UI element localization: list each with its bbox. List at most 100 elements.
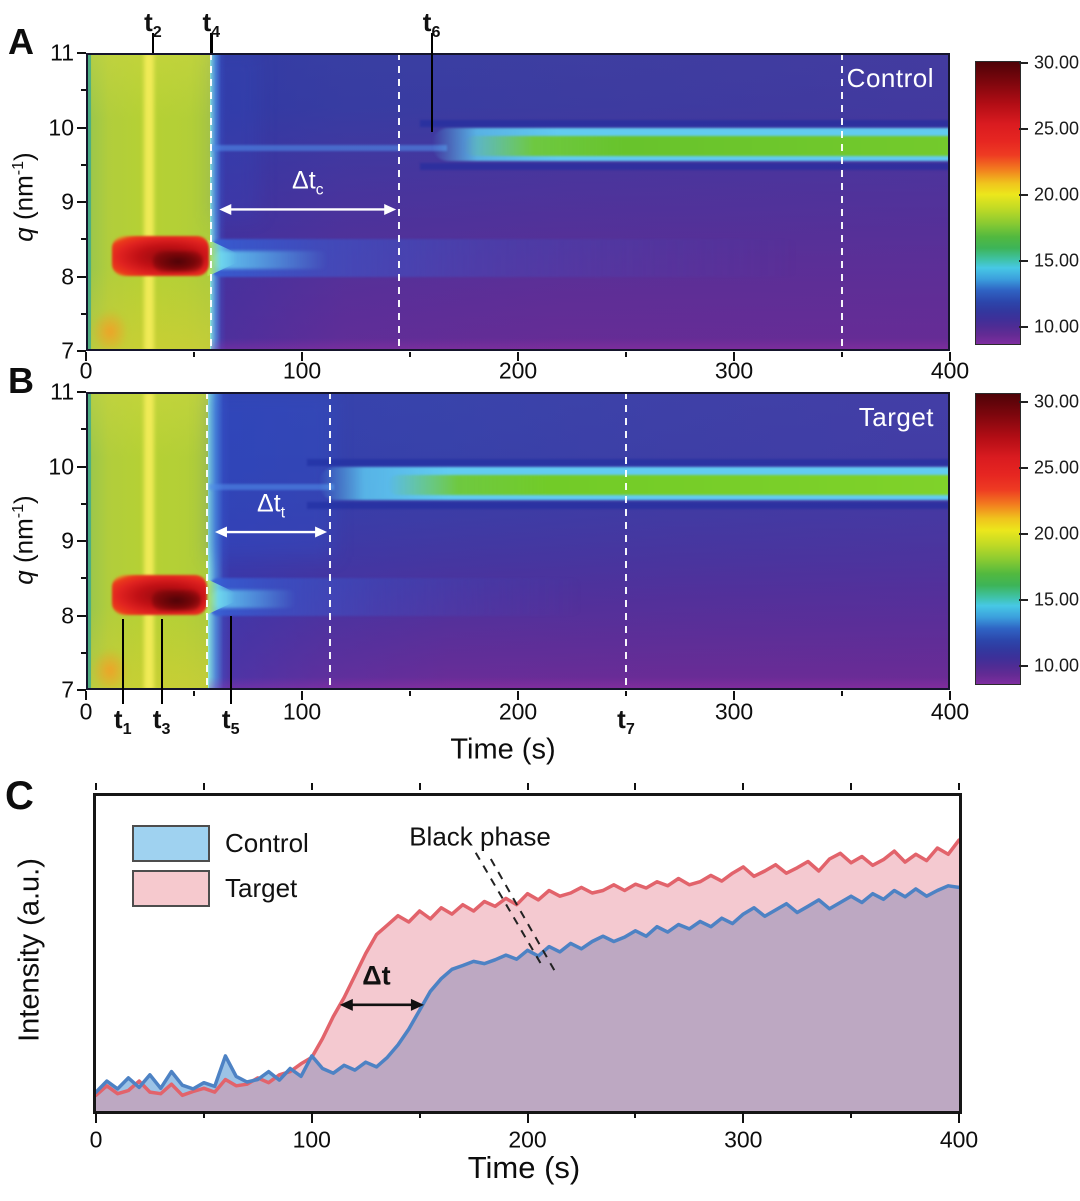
q-superscript: -1 — [8, 160, 27, 176]
dashed-time-guide — [210, 53, 213, 351]
label-subscript: 1 — [122, 720, 132, 739]
legend: Control Target — [132, 824, 309, 914]
label-subscript: 6 — [431, 23, 441, 42]
y-axis-tick — [77, 391, 86, 393]
y-tick-label: 7 — [61, 676, 74, 703]
y-axis-tick — [81, 502, 86, 505]
x-axis-tick — [634, 1112, 637, 1118]
x-tick-label: 0 — [89, 1126, 103, 1153]
y-axis-tick — [77, 540, 86, 542]
y-axis-tick — [77, 465, 86, 468]
transition-strip — [208, 392, 231, 690]
black-phase-pointer-dash — [474, 852, 542, 964]
heatmap-tint-gradient — [86, 53, 950, 351]
colorbar-tick-label: 20.00 — [1034, 184, 1080, 205]
q-unit-close: ) — [8, 495, 39, 504]
x-axis-tick — [202, 1112, 205, 1118]
colorbar-tick-label: 15.00 — [1034, 250, 1080, 271]
label-subscript: 4 — [211, 23, 221, 42]
dashed-time-guide — [329, 392, 332, 690]
x-axis-tick-top — [958, 783, 960, 790]
y-tick-label: 9 — [61, 188, 74, 215]
bright-stripe — [143, 392, 154, 690]
x-axis-tick — [301, 352, 303, 361]
panel-b-y-axis-title: q (nm-1) — [9, 495, 40, 584]
x-axis-tick — [841, 691, 843, 696]
y-axis-tick — [81, 577, 86, 580]
legend-item-target: Target — [132, 869, 309, 907]
x-axis-tick — [625, 691, 627, 696]
panel-a-series-label: Control — [846, 63, 934, 93]
y-tick-label: 10 — [48, 114, 74, 140]
x-axis-tick — [733, 691, 735, 700]
q-unit: (nm — [8, 518, 39, 571]
colorbar-tick — [1019, 326, 1028, 328]
label-subscript: c — [315, 181, 324, 199]
x-axis-tick — [625, 352, 627, 357]
x-axis-tick — [409, 352, 411, 357]
y-axis-tick — [77, 350, 86, 352]
y-axis-tick — [77, 52, 86, 54]
x-axis-tick-top — [418, 783, 421, 790]
label-text: t — [144, 7, 153, 37]
y-axis-tick — [77, 275, 86, 278]
band-dark-edge-bottom — [419, 163, 950, 171]
x-axis-tick-top — [526, 783, 529, 790]
black-phase-annotation: Black phase — [409, 821, 551, 852]
label-text: t — [617, 704, 626, 734]
panel-c-plot: Control Target Black phase Δt — [93, 793, 962, 1114]
x-axis-tick — [95, 1112, 97, 1123]
x-axis-tick — [850, 1112, 853, 1118]
delta-time-label: Δtc — [292, 167, 323, 200]
x-axis-tick — [517, 352, 519, 361]
q-unit-close: ) — [8, 152, 39, 161]
y-tick-label: 8 — [61, 263, 74, 289]
q-symbol: q — [8, 227, 39, 242]
label-subscript: t — [280, 504, 285, 522]
dashed-time-guide — [625, 392, 627, 690]
y-axis-tick — [81, 428, 86, 431]
colorbar-tick — [1019, 401, 1028, 403]
colorbar-tick-label: 10.00 — [1034, 316, 1080, 337]
heatmap-image — [86, 53, 950, 351]
control-line — [96, 884, 959, 1094]
colorbar-tick-label: 20.00 — [1034, 523, 1080, 544]
precursor-peak-core — [152, 251, 204, 272]
y-axis-tick — [81, 89, 86, 92]
x-tick-label: 400 — [939, 1126, 979, 1153]
delta-arrowhead-right — [410, 998, 424, 1011]
x-tick-label: 100 — [292, 1126, 331, 1153]
label-text: t — [422, 7, 432, 37]
dashed-time-guide — [398, 53, 401, 351]
x-tick-label: 0 — [79, 357, 93, 384]
x-axis-tick — [949, 691, 951, 700]
x-tick-label: 400 — [930, 698, 970, 725]
x-tick-label: 400 — [930, 357, 970, 384]
label-text: Δt — [257, 489, 281, 518]
x-axis-tick — [310, 1112, 313, 1123]
time-marker-label: t6 — [423, 7, 441, 42]
time-marker-line — [430, 33, 433, 132]
pre-band-faint-line — [211, 144, 447, 151]
legend-item-control: Control — [132, 824, 309, 862]
time-marker-line — [210, 33, 213, 53]
teal-left-edge — [86, 53, 91, 351]
x-axis-tick — [85, 691, 87, 700]
black-phase-band-core — [464, 136, 950, 156]
time-marker-label: t7 — [617, 704, 635, 739]
y-axis-tick — [81, 312, 86, 315]
time-marker-line — [151, 33, 155, 53]
pre-band-faint-line — [209, 483, 335, 490]
panel-b-heatmap: Target Δtt t1 t3 t5 t7 — [86, 392, 950, 738]
colorbar-tick-label: 25.00 — [1034, 457, 1080, 478]
colorbar-tick — [1019, 128, 1028, 130]
delta-arrowhead-left — [339, 998, 353, 1011]
x-axis-tick — [301, 691, 303, 700]
x-axis-tick-top — [850, 783, 853, 790]
y-axis-tick — [81, 163, 86, 166]
legend-swatch-target — [132, 869, 210, 907]
x-tick-label: 100 — [282, 357, 322, 384]
colorbar-tick-label: 15.00 — [1034, 589, 1080, 610]
q-superscript: -1 — [8, 503, 27, 519]
